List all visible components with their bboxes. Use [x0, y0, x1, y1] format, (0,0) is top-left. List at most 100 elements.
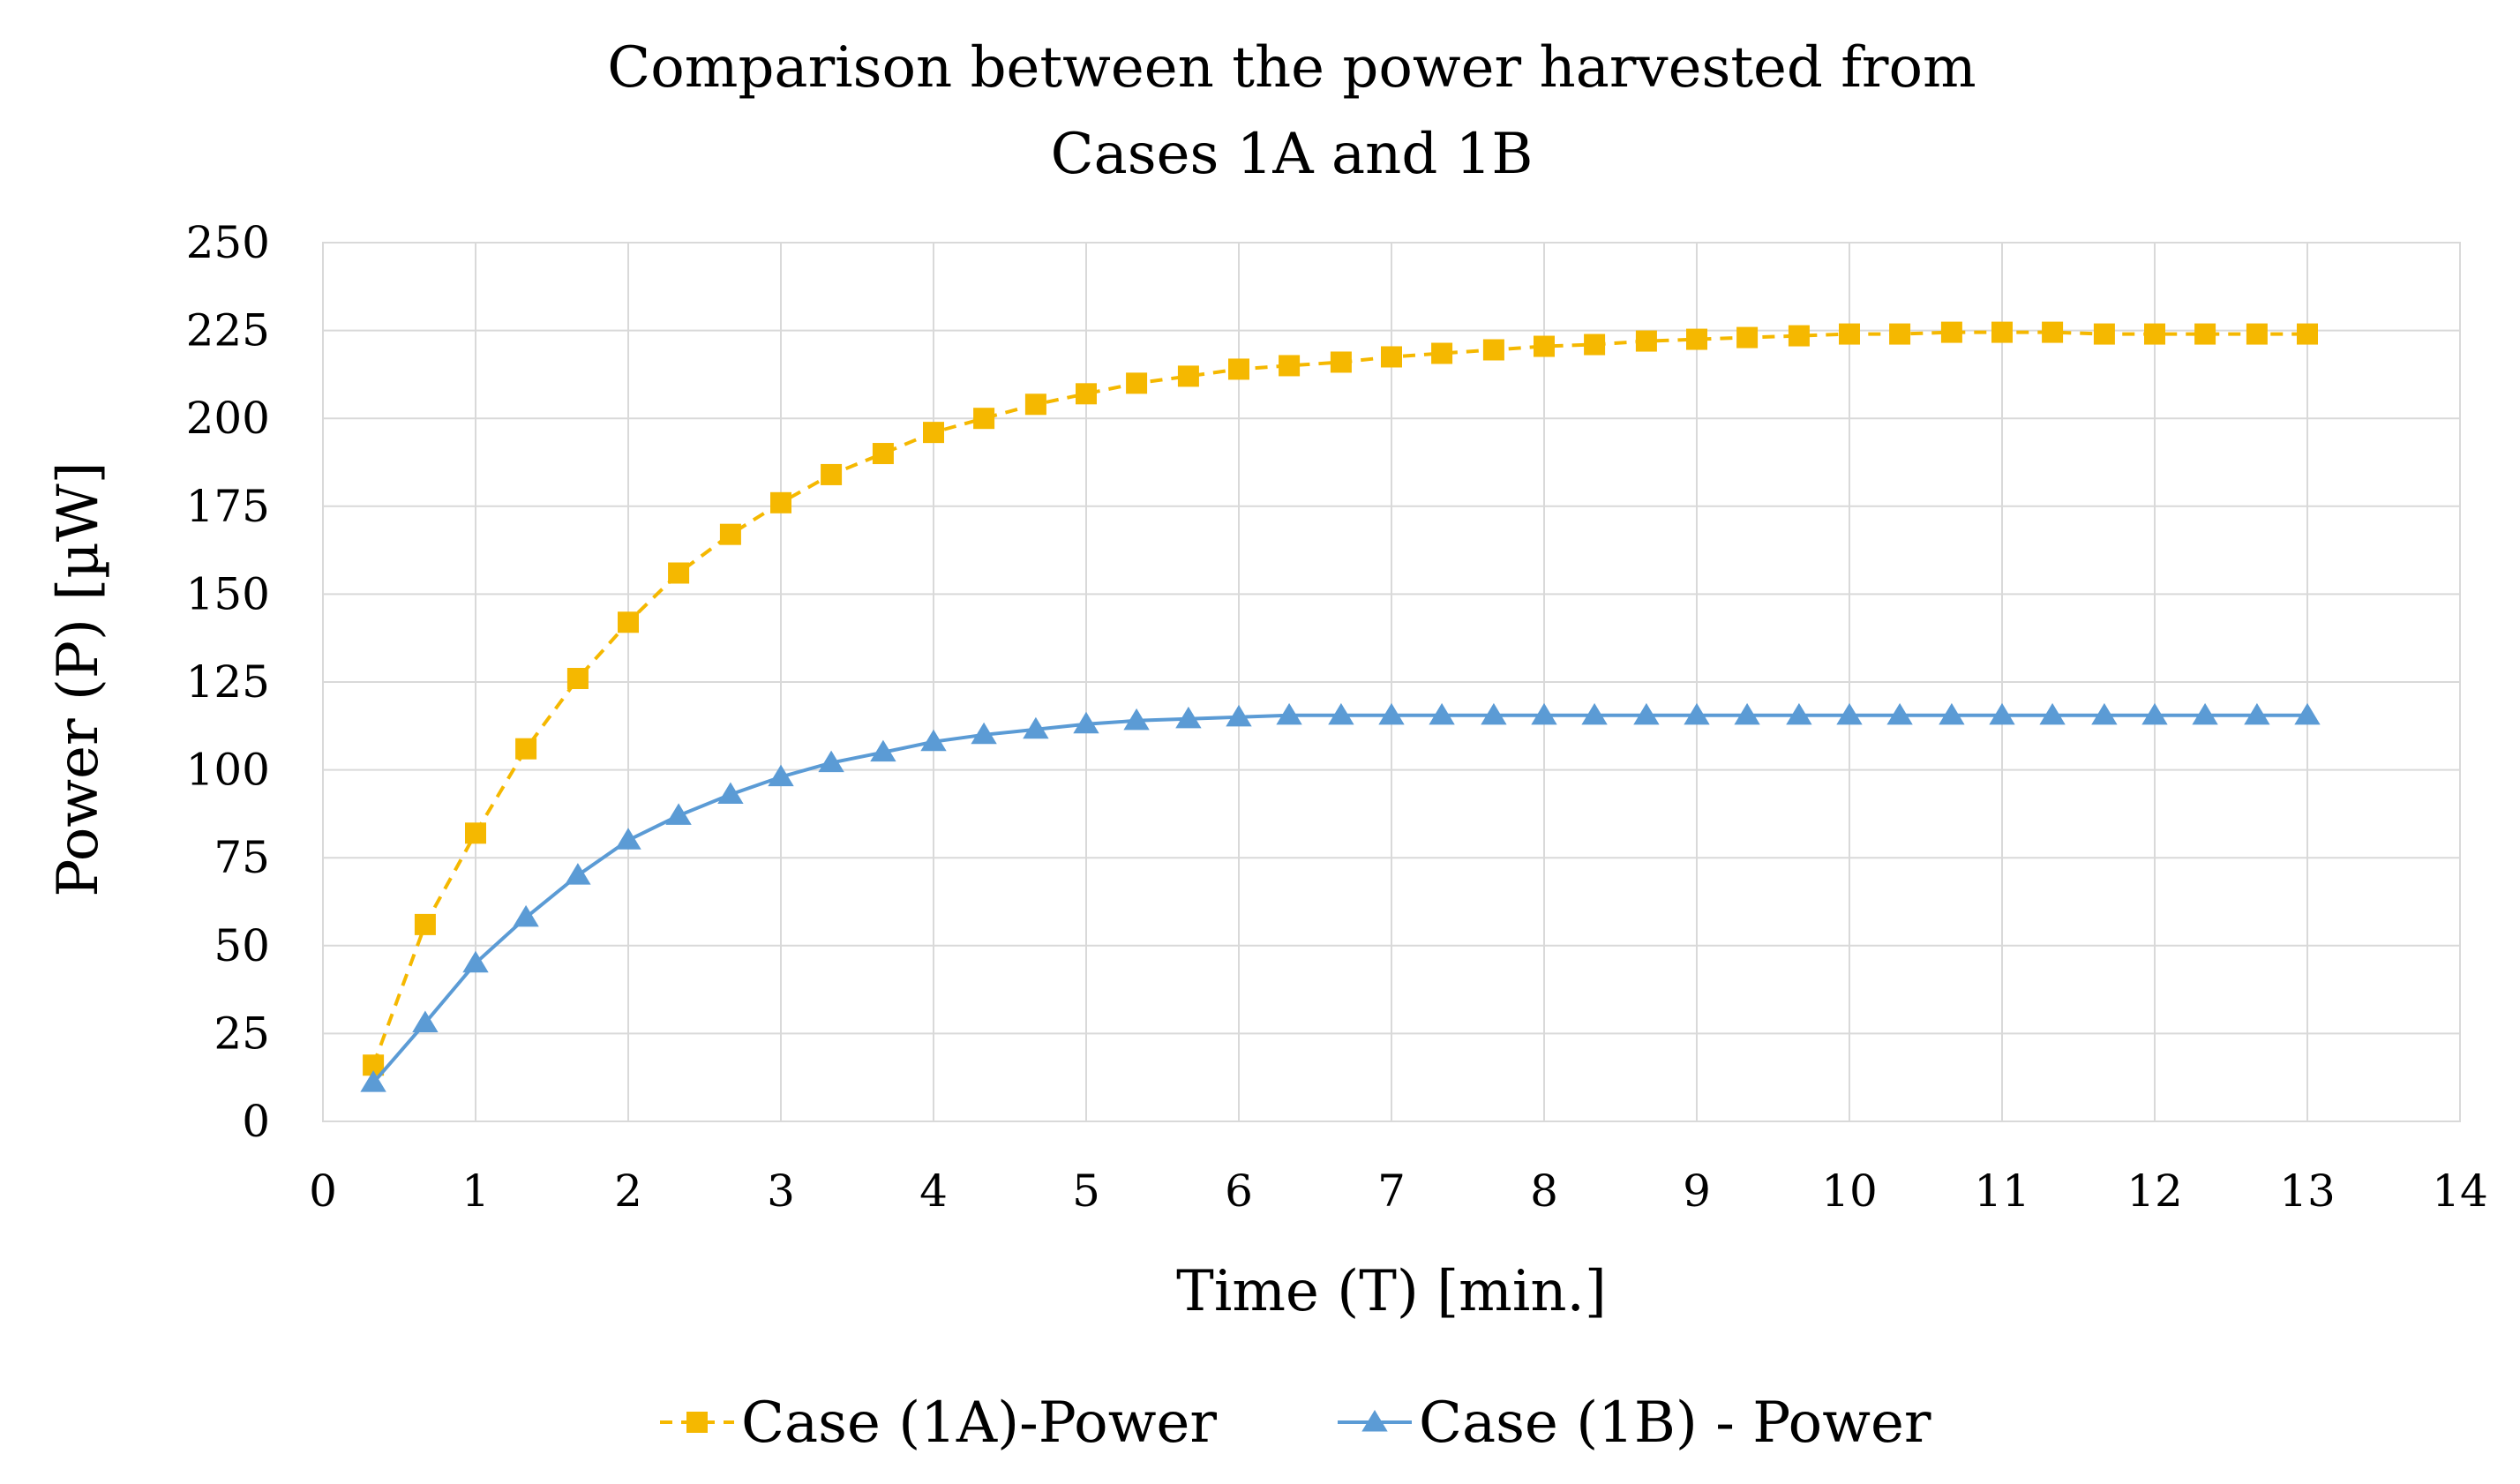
y-tick-label: 50	[214, 920, 270, 971]
series-case-1b	[360, 702, 2321, 1092]
data-point-case-1a	[1228, 358, 1249, 380]
data-point-case-1a	[1534, 335, 1555, 357]
data-point-case-1b	[412, 1010, 439, 1032]
data-point-case-1a	[1431, 342, 1453, 364]
data-point-case-1a	[2246, 323, 2268, 345]
data-point-case-1b	[1836, 702, 1863, 725]
data-point-case-1a	[1686, 328, 1707, 350]
x-tick-label: 4	[919, 1165, 948, 1217]
data-point-case-1a	[1330, 351, 1352, 373]
data-point-case-1b	[513, 904, 539, 927]
data-point-case-1b	[565, 863, 591, 885]
data-point-case-1b	[1073, 711, 1099, 734]
data-point-case-1a	[821, 463, 843, 485]
data-point-case-1a	[1381, 346, 1402, 368]
y-axis-ticks: 0 25 50 75 100 125 150 175 200 225 250	[186, 217, 270, 1147]
data-point-case-1a	[1024, 393, 1046, 416]
grid	[322, 242, 2461, 1122]
x-axis-title: Time (T) [min.]	[1176, 1259, 1607, 1324]
y-tick-label: 225	[186, 305, 270, 356]
data-point-case-1a	[2297, 323, 2318, 345]
data-point-case-1b	[665, 803, 692, 825]
data-point-case-1a	[465, 822, 486, 844]
data-point-case-1b	[2244, 702, 2270, 725]
data-point-case-1b	[1023, 716, 1049, 739]
data-point-case-1a	[1076, 383, 1097, 405]
x-tick-label: 9	[1683, 1165, 1711, 1217]
data-point-case-1b	[920, 729, 947, 752]
data-point-case-1a	[973, 408, 995, 430]
series-line-case-1a	[371, 330, 2307, 1066]
data-point-case-1a	[923, 422, 944, 444]
data-point-case-1b	[1481, 702, 1507, 725]
data-point-case-1b	[1989, 702, 2015, 725]
data-point-case-1b	[1123, 708, 1150, 731]
data-point-case-1b	[1531, 702, 1557, 725]
series-layer	[360, 321, 2321, 1092]
y-tick-label: 0	[242, 1096, 270, 1147]
data-point-case-1a	[414, 913, 436, 935]
x-tick-label: 10	[1821, 1165, 1878, 1217]
data-point-case-1a	[1788, 325, 1810, 347]
x-tick-label: 8	[1530, 1165, 1558, 1217]
data-point-case-1b	[1378, 702, 1405, 725]
data-point-case-1b	[2091, 702, 2118, 725]
data-point-case-1b	[1633, 702, 1660, 725]
data-point-case-1a	[515, 738, 537, 760]
x-tick-label: 1	[461, 1165, 490, 1217]
data-point-case-1b	[1734, 702, 1760, 725]
data-point-case-1a	[1736, 326, 1759, 349]
legend-label-case-1b: Case (1B) - Power	[1419, 1390, 1931, 1456]
x-tick-label: 11	[1974, 1165, 2030, 1217]
data-point-case-1b	[462, 950, 489, 973]
x-tick-label: 0	[309, 1165, 337, 1217]
y-axis-title: Power (P) [µW]	[46, 461, 111, 896]
data-point-case-1a	[1279, 355, 1301, 377]
data-point-case-1b	[2141, 702, 2168, 725]
data-point-case-1b	[768, 764, 794, 787]
data-point-case-1b	[1581, 702, 1608, 725]
x-tick-label: 14	[2432, 1165, 2488, 1217]
data-point-case-1b	[1429, 702, 1455, 725]
data-point-case-1a	[1889, 323, 1911, 345]
y-tick-label: 175	[186, 481, 270, 532]
x-tick-label: 13	[2279, 1165, 2336, 1217]
data-point-case-1a	[1482, 339, 1504, 361]
y-tick-label: 75	[214, 832, 270, 883]
data-point-case-1a	[1584, 334, 1606, 356]
legend-marker-case-1a	[686, 1412, 708, 1433]
x-tick-label: 2	[614, 1165, 642, 1217]
x-axis-ticks: 0 1 2 3 4 5 6 7 8 9 10 11 12 13 14	[309, 1165, 2488, 1217]
data-point-case-1b	[1276, 702, 1302, 725]
data-point-case-1b	[1886, 702, 1913, 725]
legend: Case (1A)-Power Case (1B) - Power	[660, 1390, 1931, 1456]
data-point-case-1b	[1328, 702, 1354, 725]
legend-label-case-1a: Case (1A)-Power	[741, 1390, 1217, 1456]
x-tick-label: 7	[1377, 1165, 1406, 1217]
data-point-case-1b	[2039, 702, 2066, 725]
data-point-case-1a	[872, 443, 894, 465]
y-tick-label: 100	[186, 745, 270, 796]
data-point-case-1a	[2093, 323, 2115, 345]
data-point-case-1a	[2042, 321, 2064, 343]
x-tick-label: 6	[1225, 1165, 1253, 1217]
x-tick-label: 3	[767, 1165, 795, 1217]
legend-marker-case-1b	[1361, 1410, 1388, 1432]
data-point-case-1a	[668, 562, 690, 584]
series-case-1a	[363, 321, 2318, 1076]
chart-title-line-2: Cases 1A and 1B	[1051, 122, 1534, 187]
legend-item-case-1a: Case (1A)-Power	[660, 1390, 1217, 1456]
data-point-case-1b	[1684, 702, 1710, 725]
data-point-case-1b	[1175, 706, 1202, 729]
y-tick-label: 200	[186, 393, 270, 444]
data-point-case-1a	[2194, 323, 2216, 345]
data-point-case-1a	[1177, 365, 1199, 387]
y-tick-label: 250	[186, 217, 270, 268]
chart-title-line-1: Comparison between the power harvested f…	[607, 35, 1976, 101]
data-point-case-1a	[1635, 330, 1657, 352]
data-point-case-1a	[719, 523, 741, 545]
data-point-case-1b	[360, 1070, 386, 1092]
y-tick-label: 25	[214, 1008, 270, 1059]
